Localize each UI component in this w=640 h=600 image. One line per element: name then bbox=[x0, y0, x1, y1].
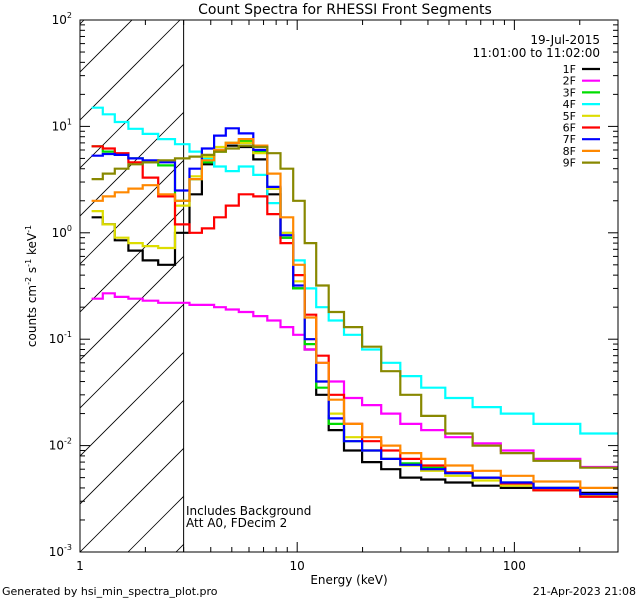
date-label: 19-Jul-2015 bbox=[530, 33, 600, 47]
y-tick-label: 100 bbox=[52, 224, 72, 240]
x-tick-label: 10 bbox=[290, 559, 305, 573]
legend-label-6f: 6F bbox=[563, 122, 576, 135]
excluded-region-hatch bbox=[80, 20, 640, 552]
hatch-line bbox=[80, 207, 184, 313]
legend-label-5f: 5F bbox=[563, 110, 576, 123]
hatch-line bbox=[80, 351, 184, 457]
hatch-line bbox=[80, 20, 181, 121]
hatch-line bbox=[320, 20, 640, 552]
annotation-background: Includes Background bbox=[186, 504, 311, 518]
series-line-4f bbox=[91, 106, 618, 435]
series-layer bbox=[91, 106, 618, 498]
x-tick-label: 100 bbox=[503, 559, 526, 573]
time-range-label: 11:01:00 to 11:02:00 bbox=[473, 46, 600, 60]
chart-title: Count Spectra for RHESSI Front Segments bbox=[198, 2, 492, 18]
legend-label-3f: 3F bbox=[563, 86, 576, 99]
legend-label-9f: 9F bbox=[563, 157, 576, 170]
series-line-7f bbox=[91, 127, 618, 496]
legend-label-4f: 4F bbox=[563, 98, 576, 111]
annotation-attenuator: Att A0, FDecim 2 bbox=[186, 516, 287, 530]
hatch-line bbox=[512, 20, 640, 552]
x-axis-label: Energy (keV) bbox=[310, 573, 387, 587]
hatch-line bbox=[80, 447, 184, 552]
hatch-line bbox=[464, 20, 640, 552]
hatch-line bbox=[368, 20, 640, 552]
footer-timestamp: 21-Apr-2023 21:08 bbox=[533, 585, 636, 598]
legend-label-2f: 2F bbox=[563, 75, 576, 88]
series-line-9f bbox=[91, 144, 618, 469]
footer-generated-by: Generated by hsi_min_spectra_plot.pro bbox=[2, 585, 218, 598]
hatch-line bbox=[80, 399, 184, 505]
y-axis: 10-3 10-2 10-1 100 101 102 bbox=[49, 11, 618, 559]
hatch-line bbox=[224, 20, 640, 552]
legend-label-1f: 1F bbox=[563, 63, 576, 76]
y-tick-label: 10-1 bbox=[49, 330, 72, 346]
legend-label-7f: 7F bbox=[563, 133, 576, 146]
series-line-8f bbox=[91, 138, 618, 489]
y-tick-label: 102 bbox=[52, 11, 72, 27]
y-tick-label: 101 bbox=[52, 117, 72, 133]
hatch-line bbox=[80, 159, 184, 265]
series-line-2f bbox=[91, 292, 618, 469]
hatch-line bbox=[608, 20, 640, 552]
hatch-line bbox=[80, 63, 184, 169]
y-axis-label: counts cm-2 s-1 keV-1 bbox=[24, 225, 39, 347]
plot-frame bbox=[79, 19, 619, 553]
y-tick-label: 10-2 bbox=[49, 437, 72, 453]
hatch-line bbox=[80, 111, 184, 217]
y-tick-label: 10-3 bbox=[49, 543, 72, 559]
legend-label-8f: 8F bbox=[563, 145, 576, 158]
series-line-6f bbox=[91, 145, 618, 498]
hatch-line bbox=[80, 255, 184, 361]
x-tick-label: 1 bbox=[76, 559, 84, 573]
x-axis: 10 100 1 bbox=[76, 20, 619, 573]
hatch-line bbox=[80, 20, 85, 25]
hatch-line bbox=[80, 303, 184, 409]
